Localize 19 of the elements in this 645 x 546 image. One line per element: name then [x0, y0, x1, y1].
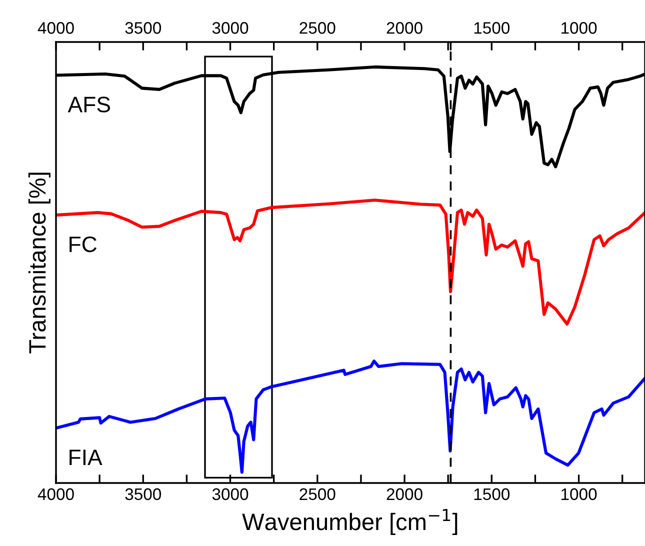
- x-tick-label: 3000: [212, 488, 248, 500]
- series-label: AFS: [68, 96, 110, 112]
- x-tick-label: 3500: [125, 488, 162, 500]
- x-tick-label: 1500: [474, 488, 510, 500]
- x-tick-label: 2500: [300, 488, 336, 500]
- x2-tick-label: 1000: [562, 22, 597, 34]
- x2-tick-label: 4000: [38, 22, 74, 34]
- x2-tick-label: 3500: [125, 22, 162, 34]
- x-tick-label: 1000: [562, 488, 597, 500]
- series-label: FC: [70, 236, 97, 252]
- series-label: FIA: [70, 450, 102, 465]
- x2-tick-label: 2000: [386, 22, 422, 34]
- x-tick-label: 2000: [386, 488, 422, 500]
- x2-tick-label: 3000: [212, 22, 248, 34]
- y-axis-title: Transmitance [%]: [28, 172, 50, 354]
- x2-tick-label: 2500: [300, 22, 336, 34]
- x-axis-title: Wavenumber [cm$^{−1}$]: [242, 508, 458, 535]
- x2-tick-label: 1500: [474, 22, 510, 34]
- x-tick-label: 4000: [38, 488, 74, 500]
